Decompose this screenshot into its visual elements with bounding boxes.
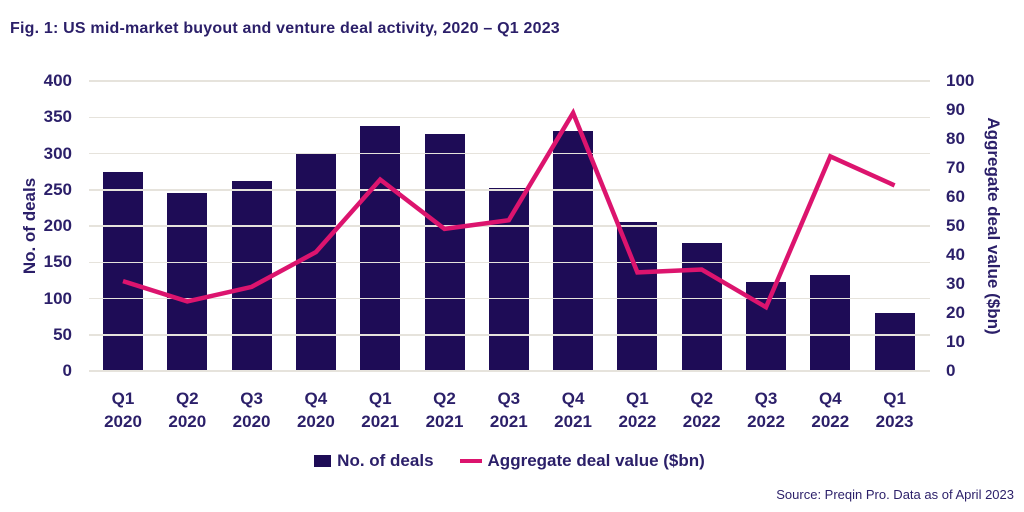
left-tick-label: 250 [43, 179, 72, 199]
right-tick-label: 20 [946, 303, 965, 322]
aggregate-deal-value-line [122, 107, 896, 311]
year-label: 2020 [296, 412, 335, 431]
x-axis-label-q4-2022: Q4 2022 [798, 387, 862, 433]
left-tick-label: 400 [43, 71, 72, 90]
quarter-label: Q3 [240, 389, 263, 408]
quarter-label: Q1 [368, 389, 392, 408]
x-axis-label-q2-2020: Q2 2020 [155, 387, 219, 433]
bar-q1-2022 [617, 222, 658, 371]
gridline [89, 261, 930, 263]
bar-q3-2020 [231, 181, 272, 371]
gridline [89, 152, 930, 155]
source-note: Source: Preqin Pro. Data as of April 202… [776, 487, 1014, 502]
right-tick-label: 40 [946, 245, 965, 264]
bar-swatch-icon [314, 455, 332, 467]
x-axis-label-q1-2020: Q1 2020 [91, 387, 155, 433]
gridline [89, 225, 930, 227]
left-tick-label: 200 [43, 216, 72, 235]
year-label: 2022 [682, 412, 721, 431]
quarter-label: Q1 [626, 389, 649, 408]
bar-q1-2021 [360, 125, 401, 371]
right-tick-label: 30 [946, 274, 965, 293]
legend-label-aggregate-value: Aggregate deal value ($bn) [487, 451, 705, 470]
gridline [89, 116, 930, 118]
x-axis-label-q3-2021: Q3 2021 [477, 387, 541, 433]
legend-label-deals: No. of deals [337, 451, 434, 470]
left-tick-label: 350 [43, 107, 72, 127]
quarter-label: Q1 [883, 389, 906, 408]
year-label: 2022 [811, 412, 850, 431]
right-tick-label: 60 [946, 187, 965, 206]
bar-q4-2021 [553, 131, 594, 371]
gridline [89, 334, 930, 336]
x-axis-label-q1-2021: Q1 2021 [348, 387, 412, 433]
year-label: 2021 [554, 412, 592, 431]
year-label: 2020 [168, 412, 207, 431]
bar-q2-2020 [167, 193, 208, 371]
x-axis-label-q3-2022: Q3 2022 [734, 387, 798, 433]
quarter-label: Q4 [561, 389, 585, 408]
year-label: 2021 [425, 412, 464, 431]
x-axis-label-q1-2022: Q1 2022 [605, 387, 669, 433]
year-label: 2022 [618, 412, 657, 431]
right-tick-label: 70 [946, 158, 965, 177]
quarter-label: Q4 [818, 389, 842, 408]
x-axis-label-q4-2020: Q4 2020 [284, 387, 348, 433]
bar-q2-2021 [424, 133, 465, 371]
right-tick-label: 80 [946, 129, 965, 148]
x-axis-label-q2-2022: Q2 2022 [670, 387, 734, 433]
plot-area [89, 80, 930, 372]
left-tick-label: 50 [53, 324, 72, 344]
x-axis-baseline [89, 370, 930, 372]
year-label: 2023 [875, 412, 914, 431]
right-tick-label: 50 [946, 216, 965, 235]
x-axis-label-q4-2021: Q4 2021 [541, 387, 605, 433]
quarter-label: Q2 [175, 389, 199, 408]
quarter-label: Q3 [497, 389, 521, 408]
left-tick-label: 0 [62, 361, 72, 380]
bar-q4-2022 [810, 275, 851, 371]
x-axis-label-q2-2021: Q2 2021 [413, 387, 477, 433]
legend-item-deals: No. of deals [314, 451, 434, 471]
legend-item-aggregate-value: Aggregate deal value ($bn) [459, 451, 705, 471]
left-tick-label: 150 [43, 252, 72, 272]
quarter-label: Q2 [690, 389, 714, 408]
quarter-label: Q2 [433, 389, 456, 408]
year-label: 2020 [104, 412, 142, 431]
bar-q2-2022 [681, 242, 722, 371]
quarter-label: Q1 [111, 389, 135, 408]
x-axis-label-q1-2023: Q1 2023 [863, 387, 927, 433]
figure-title: Fig. 1: US mid-market buyout and venture… [10, 20, 560, 37]
left-tick-label: 300 [43, 143, 72, 163]
year-label: 2020 [232, 412, 271, 431]
legend: No. of deals Aggregate deal value ($bn) [89, 451, 930, 471]
year-label: 2021 [489, 412, 528, 431]
quarter-label: Q3 [754, 389, 778, 408]
gridline [89, 80, 930, 82]
x-axis-label-q3-2020: Q3 2020 [220, 387, 284, 433]
gridline [89, 189, 930, 191]
year-label: 2021 [361, 412, 400, 431]
right-tick-label: 90 [946, 100, 965, 119]
left-tick-label: 100 [43, 288, 72, 308]
bar-q1-2023 [874, 313, 915, 371]
right-tick-label: 0 [946, 361, 956, 380]
bar-q3-2022 [746, 281, 786, 371]
year-label: 2022 [747, 412, 785, 431]
right-tick-label: 100 [946, 71, 975, 90]
line-swatch-icon [459, 458, 482, 464]
gridline [89, 297, 930, 300]
bar-q1-2020 [103, 171, 143, 371]
right-tick-label: 10 [946, 332, 965, 351]
quarter-label: Q4 [304, 389, 328, 408]
